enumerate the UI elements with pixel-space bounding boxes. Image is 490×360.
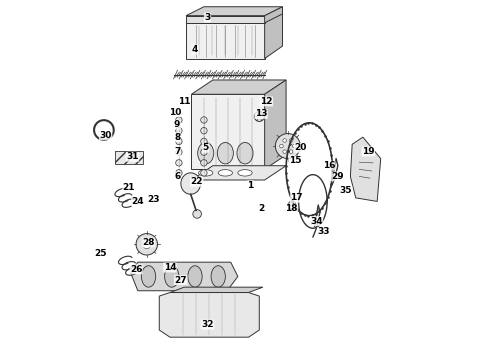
- Circle shape: [201, 170, 207, 176]
- Circle shape: [176, 127, 182, 134]
- Ellipse shape: [142, 266, 156, 287]
- Ellipse shape: [288, 201, 296, 209]
- Text: 25: 25: [94, 249, 107, 258]
- Text: 2: 2: [258, 204, 264, 213]
- Ellipse shape: [198, 170, 213, 176]
- Ellipse shape: [218, 143, 233, 164]
- Text: 12: 12: [260, 97, 272, 106]
- Circle shape: [136, 234, 157, 255]
- Polygon shape: [186, 7, 283, 16]
- Text: 16: 16: [323, 161, 335, 170]
- Polygon shape: [186, 16, 265, 23]
- Circle shape: [280, 144, 283, 148]
- Text: 4: 4: [192, 45, 198, 54]
- Ellipse shape: [211, 266, 225, 287]
- Text: 15: 15: [289, 156, 301, 165]
- Circle shape: [176, 170, 182, 176]
- Circle shape: [176, 159, 182, 166]
- Text: 7: 7: [174, 147, 180, 156]
- Circle shape: [289, 150, 293, 153]
- Polygon shape: [192, 94, 265, 169]
- Text: 10: 10: [169, 108, 181, 117]
- Polygon shape: [192, 80, 286, 94]
- Circle shape: [201, 138, 207, 145]
- Ellipse shape: [254, 111, 264, 121]
- Ellipse shape: [188, 266, 202, 287]
- Ellipse shape: [218, 170, 232, 176]
- Ellipse shape: [197, 143, 214, 164]
- Text: 33: 33: [318, 227, 330, 236]
- Polygon shape: [131, 262, 238, 291]
- Text: 3: 3: [204, 13, 211, 22]
- Text: 18: 18: [285, 204, 298, 213]
- Polygon shape: [265, 10, 283, 59]
- Circle shape: [176, 117, 182, 123]
- Text: 9: 9: [174, 120, 180, 129]
- Text: 35: 35: [340, 186, 352, 195]
- Text: 29: 29: [332, 172, 344, 181]
- Text: 31: 31: [126, 152, 139, 161]
- Circle shape: [176, 149, 182, 156]
- Circle shape: [176, 138, 182, 145]
- Text: 22: 22: [191, 177, 203, 186]
- Circle shape: [201, 127, 207, 134]
- Circle shape: [201, 159, 207, 166]
- Text: 8: 8: [174, 132, 180, 141]
- Circle shape: [193, 210, 201, 218]
- Text: 21: 21: [122, 183, 135, 192]
- Polygon shape: [170, 287, 263, 293]
- Text: 11: 11: [178, 97, 191, 106]
- Text: 6: 6: [174, 172, 180, 181]
- Text: 20: 20: [294, 143, 307, 152]
- Polygon shape: [265, 7, 283, 23]
- Text: 13: 13: [255, 109, 268, 118]
- Text: 28: 28: [142, 238, 155, 247]
- Text: 17: 17: [291, 193, 303, 202]
- Text: 23: 23: [147, 195, 160, 204]
- Text: 30: 30: [99, 131, 112, 140]
- Polygon shape: [186, 23, 265, 59]
- Circle shape: [143, 240, 151, 249]
- Polygon shape: [115, 152, 143, 164]
- Polygon shape: [186, 10, 283, 23]
- Text: 19: 19: [362, 147, 374, 156]
- Text: 1: 1: [247, 181, 253, 190]
- Polygon shape: [350, 137, 381, 202]
- Text: 14: 14: [164, 263, 176, 272]
- Circle shape: [283, 139, 287, 142]
- Ellipse shape: [237, 143, 253, 164]
- Circle shape: [289, 139, 293, 142]
- Ellipse shape: [238, 170, 252, 176]
- Ellipse shape: [165, 266, 179, 287]
- Text: 5: 5: [202, 143, 209, 152]
- Polygon shape: [192, 166, 286, 180]
- Polygon shape: [265, 80, 286, 169]
- Text: 26: 26: [130, 265, 142, 274]
- Circle shape: [293, 144, 296, 148]
- Circle shape: [283, 150, 287, 153]
- Circle shape: [275, 134, 300, 158]
- Text: 27: 27: [174, 275, 187, 284]
- Polygon shape: [159, 293, 259, 337]
- Circle shape: [201, 149, 207, 156]
- Text: 32: 32: [201, 320, 214, 329]
- Text: 24: 24: [131, 197, 144, 206]
- Circle shape: [201, 117, 207, 123]
- Ellipse shape: [181, 173, 200, 194]
- Text: 34: 34: [310, 217, 323, 226]
